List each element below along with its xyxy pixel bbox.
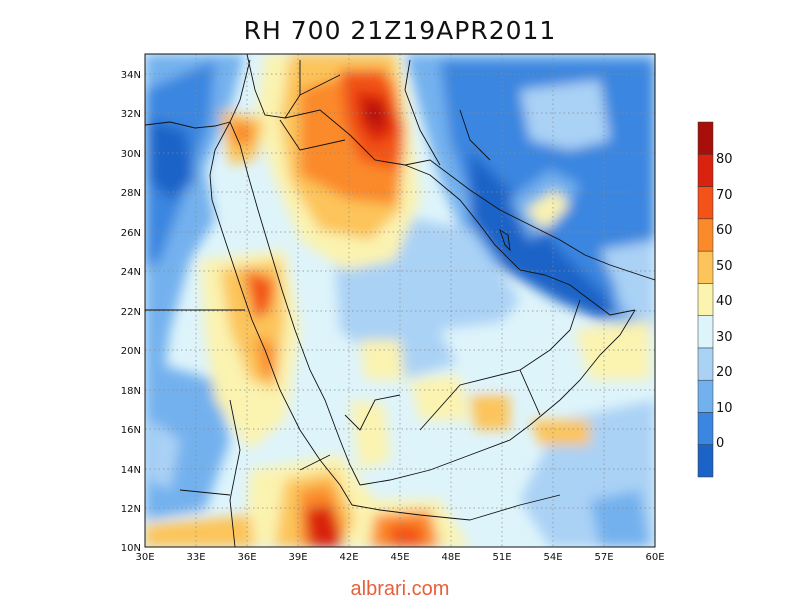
lon-tick-label: 36E — [237, 552, 256, 563]
lon-tick-label: 30E — [135, 552, 154, 563]
colorbar-swatch — [697, 444, 714, 478]
lon-tick-label: 51E — [492, 552, 511, 563]
lon-tick-label: 60E — [645, 552, 664, 563]
colorbar-swatch — [697, 315, 714, 349]
colorbar-label: 70 — [716, 188, 733, 203]
colorbar-swatch — [697, 154, 714, 187]
lon-tick-label: 39E — [288, 552, 307, 563]
lat-tick-label: 30N — [121, 149, 141, 160]
lat-tick-label: 16N — [121, 425, 141, 436]
coastlines — [145, 59, 655, 521]
lat-tick-label: 26N — [121, 228, 141, 239]
lat-tick-label: 14N — [121, 465, 141, 476]
colorbar-label: 60 — [716, 223, 733, 238]
map-title: RH 700 21Z19APR2011 — [243, 16, 557, 45]
lon-axis: 30E 33E 36E 39E 42E 45E 48E 51E 54E 57E … — [135, 552, 664, 563]
lat-tick-label: 34N — [121, 70, 141, 81]
lat-tick-label: 20N — [121, 346, 141, 357]
colorbar-labels: 0 10 20 30 40 50 60 70 80 — [716, 152, 733, 451]
lat-tick-label: 18N — [121, 386, 141, 397]
lon-tick-label: 54E — [543, 552, 562, 563]
colorbar-swatch — [697, 250, 714, 284]
lat-tick-label: 32N — [121, 109, 141, 120]
colorbar-label: 20 — [716, 365, 733, 380]
lat-tick-label: 10N — [121, 543, 141, 554]
colorbar-swatch — [697, 347, 714, 381]
lon-tick-label: 48E — [441, 552, 460, 563]
lat-tick-label: 28N — [121, 188, 141, 199]
colorbar-swatch — [697, 186, 714, 220]
colorbar — [697, 121, 714, 478]
lat-tick-label: 24N — [121, 267, 141, 278]
lat-tick-label: 12N — [121, 504, 141, 515]
colorbar-swatch — [697, 121, 714, 155]
colorbar-swatch — [697, 218, 714, 252]
colorbar-label: 80 — [716, 152, 733, 167]
colorbar-swatch — [697, 283, 714, 316]
lon-tick-label: 42E — [339, 552, 358, 563]
colorbar-label: 40 — [716, 294, 733, 309]
lon-tick-label: 45E — [390, 552, 409, 563]
lon-tick-label: 33E — [186, 552, 205, 563]
borders — [145, 54, 581, 547]
lon-tick-label: 57E — [594, 552, 613, 563]
grid-lines — [145, 54, 655, 547]
colorbar-label: 50 — [716, 259, 733, 274]
colorbar-swatch — [697, 379, 714, 413]
lat-tick-label: 22N — [121, 307, 141, 318]
watermark: albrari.com — [350, 578, 450, 600]
colorbar-label: 0 — [716, 436, 724, 451]
lat-axis: 10N 12N 14N 16N 18N 20N 22N 24N 26N 28N … — [121, 70, 141, 554]
colorbar-swatch — [697, 412, 714, 445]
colorbar-label: 30 — [716, 330, 733, 345]
rh-field — [145, 54, 655, 547]
plot-frame — [144, 53, 656, 548]
colorbar-label: 10 — [716, 401, 733, 416]
